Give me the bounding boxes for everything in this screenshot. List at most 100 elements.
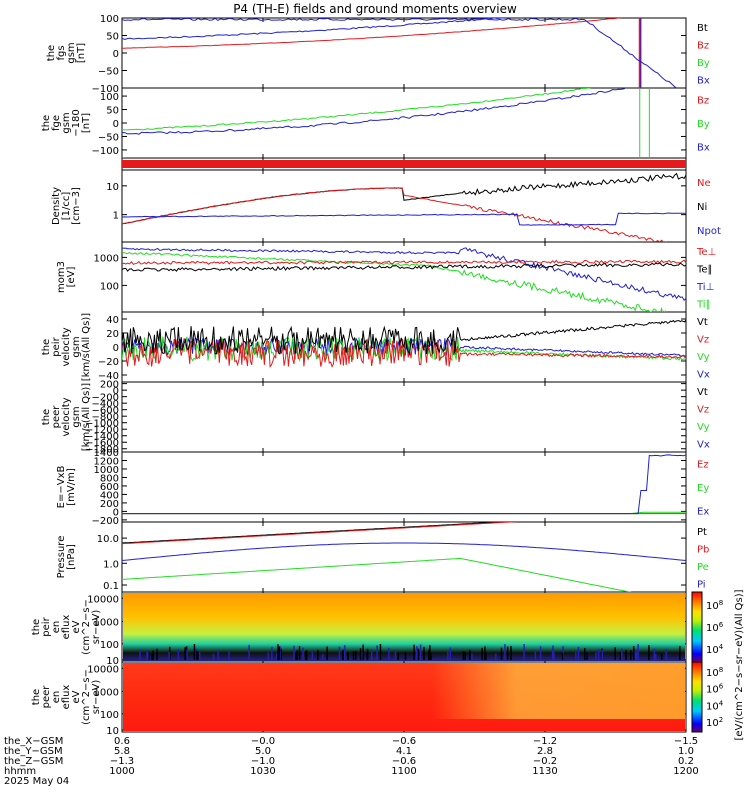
ylabel-line: velocity <box>61 327 72 366</box>
spectrogram-noise <box>298 646 301 660</box>
xaxis-value: 1000 <box>109 766 134 777</box>
series-ex <box>122 454 686 515</box>
spectrogram-noise <box>302 647 304 660</box>
ytick-label: 1000 <box>94 465 119 476</box>
ylabel-line: [km/s(All Qs)] <box>81 313 92 381</box>
spectrogram-noise <box>388 647 390 660</box>
ytick-label: 1 <box>113 211 119 222</box>
ylabel-8: Pressure [nPa] <box>56 536 77 579</box>
xaxis-value: −0.6 <box>392 736 416 747</box>
series-pb <box>122 522 520 545</box>
ylabel-line: en <box>51 691 62 704</box>
spectrogram-noise <box>293 645 295 660</box>
spectrogram-noise <box>379 644 382 660</box>
ytick-label: 0 <box>113 343 119 354</box>
series-bx-fge <box>122 88 627 135</box>
spectrogram-noise <box>151 653 153 660</box>
spectrogram-noise <box>177 648 179 660</box>
ylabel-line: [km/s(All Qs)] <box>81 383 92 451</box>
ytick-label: −100 <box>92 84 119 95</box>
series-pe <box>122 557 632 592</box>
ylabel-7: E=−VxB [mV/m] <box>56 466 77 509</box>
panel-frame-6 <box>121 381 687 453</box>
spectrogram-noise <box>305 651 307 660</box>
spectrogram-noise <box>665 648 667 660</box>
spectrogram-noise <box>553 651 555 660</box>
ylabel-line: the <box>46 45 57 61</box>
spectrogram-noise <box>653 648 656 660</box>
legend-entry: Ni <box>697 202 707 213</box>
legend-entry: Vt <box>697 387 708 398</box>
colorbar-tick: 102 <box>706 716 723 729</box>
spectrogram-noise <box>595 652 597 660</box>
ytick-label: 600 <box>100 482 119 493</box>
ytick-label: −100 <box>92 146 119 157</box>
spectrogram-noise <box>423 646 425 660</box>
spectrogram-noise <box>510 646 512 660</box>
xaxis-date: 2025 May 04 <box>4 776 69 787</box>
ytick-label: 10 <box>106 726 119 737</box>
series-ne <box>122 187 671 242</box>
legend-entry: Npot <box>697 226 721 237</box>
ylabel-line: the <box>41 409 52 425</box>
colorbar-tick: 104 <box>706 643 724 656</box>
spectrogram-noise <box>419 644 422 660</box>
ytick-label: 10000 <box>87 594 119 605</box>
legend-entry: Bt <box>697 23 708 34</box>
spectrogram-noise <box>428 651 430 660</box>
spectrogram-noise <box>417 648 420 660</box>
ytick-label: 10000 <box>87 664 119 675</box>
spectrogram-noise <box>359 648 362 660</box>
spectrogram-noise <box>634 649 637 660</box>
ytick-label: −600 <box>92 406 119 417</box>
xaxis-value: 5.8 <box>114 746 130 757</box>
ylabel-line: peer <box>41 685 52 709</box>
spectrogram-noise <box>404 652 407 660</box>
spectrogram-noise <box>184 647 186 660</box>
spectrogram-noise <box>464 651 466 660</box>
legend-entry: Ti∥ <box>696 299 711 310</box>
spectrogram-noise <box>561 652 564 660</box>
spectrogram-noise <box>147 651 150 660</box>
spectrogram-noise <box>630 650 632 660</box>
spectrogram-noise <box>551 648 554 660</box>
xaxis-row-label: the_X−GSM <box>4 736 63 747</box>
ylabel-line: gsm <box>61 112 72 133</box>
xaxis-value: 1030 <box>250 766 275 777</box>
xaxis-value: −1.2 <box>533 736 557 747</box>
ytick-label: −1800 <box>85 445 119 456</box>
colorbar-tick: 108 <box>706 599 723 612</box>
ylabel-0: the fgs gsm [nT] <box>46 42 87 63</box>
spectrogram-noise <box>352 651 355 660</box>
legend-entry: Vz <box>697 404 709 415</box>
spectrogram-noise <box>506 646 509 660</box>
xaxis-value: 0.2 <box>678 756 694 767</box>
spectrogram-noise <box>139 649 141 660</box>
spectrogram-noise <box>248 644 250 660</box>
spectrogram-noise <box>296 650 298 660</box>
spectrogram-noise <box>168 651 170 660</box>
ytick-label: 200 <box>100 380 119 391</box>
spectrogram-noise <box>196 650 198 660</box>
series-te-par <box>122 262 686 272</box>
ylabel-line: [cm−3] <box>71 187 82 225</box>
series-ti-perp <box>122 247 686 301</box>
ytick-label: 100 <box>100 710 119 721</box>
spectrogram-noise <box>447 650 449 660</box>
spectrogram-noise <box>471 653 473 660</box>
ytick-label: 0 <box>113 119 119 130</box>
spectrogram-noise <box>295 652 297 660</box>
ytick-label: 50 <box>106 32 119 43</box>
ytick-label: −1000 <box>85 419 119 430</box>
panel-frame-3 <box>121 169 687 243</box>
series-pt <box>122 522 507 544</box>
colorbar-label: [eV/(cm^2−s−sr−eV)(All Qs)] <box>734 589 745 740</box>
ytick-label: 200 <box>100 499 119 510</box>
ytick-label: 1200 <box>94 456 119 467</box>
ylabel-line: [nPa] <box>66 544 77 570</box>
spectrogram-noise <box>413 644 415 660</box>
spectrogram-noise <box>648 645 650 660</box>
colorbar-tick: 106 <box>706 621 724 634</box>
legend-entry: Vx <box>697 439 710 450</box>
xaxis-row-label: the_Y−GSM <box>4 746 63 757</box>
